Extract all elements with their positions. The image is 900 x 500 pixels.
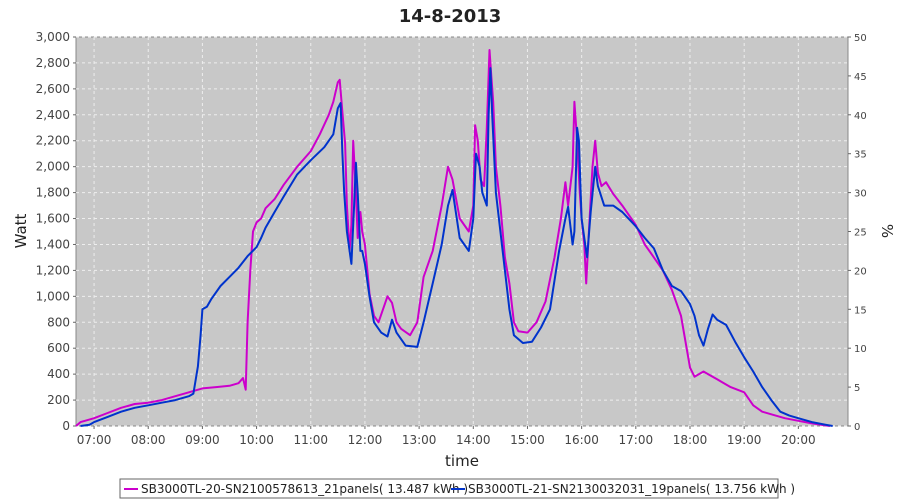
y2-tick-label: 50: [854, 33, 867, 44]
y-tick-label: 3,000: [36, 30, 70, 44]
x-tick-label: 10:00: [239, 433, 274, 447]
x-tick-label: 20:00: [781, 433, 816, 447]
y-tick-label: 600: [47, 341, 70, 355]
y2-tick-label: 35: [854, 150, 867, 161]
chart-title: 14-8-2013: [399, 6, 502, 27]
x-tick-label: 11:00: [293, 433, 328, 447]
y-tick-label: 400: [47, 367, 70, 381]
y2-axis-ticks: 0 5 10 15 20 25 30 35 40 45 50: [848, 33, 867, 433]
y-tick-label: 800: [47, 315, 70, 329]
grid: [76, 36, 848, 427]
plot-area: [75, 36, 849, 427]
y-tick-label: 2,200: [36, 134, 70, 148]
y2-tick-label: 15: [854, 305, 867, 316]
x-tick-label: 18:00: [673, 433, 708, 447]
y2-tick-label: 20: [854, 266, 867, 277]
x-tick-label: 07:00: [77, 433, 112, 447]
series-line-2: [80, 67, 833, 427]
y-tick-label: 2,000: [36, 160, 70, 174]
y2-tick-label: 25: [854, 228, 867, 239]
y2-tick-label: 30: [854, 189, 867, 200]
y-tick-label: 2,600: [36, 82, 70, 96]
series-line-1: [75, 49, 831, 427]
y-tick-label: 1,600: [36, 212, 70, 226]
x-tick-label: 13:00: [402, 433, 437, 447]
x-tick-label: 12:00: [348, 433, 383, 447]
y2-tick-label: 45: [854, 72, 867, 83]
x-tick-label: 09:00: [185, 433, 220, 447]
y-tick-label: 200: [47, 393, 70, 407]
legend-label-series-1: SB3000TL-20-SN2100578613_21panels( 13.48…: [141, 482, 468, 496]
series-group: [75, 49, 833, 427]
x-tick-label: 19:00: [727, 433, 762, 447]
y-tick-label: 2,400: [36, 108, 70, 122]
y2-tick-label: 5: [854, 383, 860, 394]
y-tick-label: 2,800: [36, 56, 70, 70]
x-tick-label: 16:00: [564, 433, 599, 447]
y-axis-label: Watt: [12, 213, 30, 248]
legend-box: [119, 478, 779, 499]
y2-tick-label: 10: [854, 344, 867, 355]
x-axis-ticks: 07:00 08:00 09:00 10:00 11:00 12:00 13:00 14:00…: [77, 426, 816, 447]
y-tick-label: 1,800: [36, 186, 70, 200]
x-tick-label: 08:00: [131, 433, 166, 447]
y-axis-ticks: 0 200 400 600 800 1,000 1,200 1,400 1,600 1,800 2,…: [36, 30, 76, 433]
legend: SB3000TL-20-SN2100578613_21panels( 13.48…: [119, 478, 795, 499]
y2-axis-label: %: [878, 224, 896, 238]
y-tick-label: 1,200: [36, 263, 70, 277]
y2-tick-label: 0: [854, 422, 860, 433]
y-tick-label: 1,000: [36, 289, 70, 303]
y2-tick-label: 40: [854, 111, 867, 122]
y-tick-label: 1,400: [36, 237, 70, 251]
x-axis-label: time: [445, 452, 479, 470]
y-tick-label: 0: [62, 419, 70, 433]
x-tick-label: 14:00: [456, 433, 491, 447]
x-tick-label: 17:00: [619, 433, 654, 447]
legend-label-series-2: SB3000TL-21-SN2130032031_19panels( 13.75…: [468, 482, 795, 496]
x-tick-label: 15:00: [510, 433, 545, 447]
